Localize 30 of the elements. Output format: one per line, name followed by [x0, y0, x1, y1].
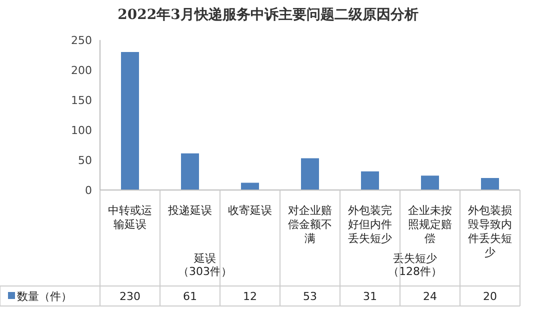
- bar: [361, 171, 379, 190]
- y-tick-label: 100: [71, 124, 92, 137]
- bar: [301, 158, 319, 190]
- x-tick-label: 对企业赔偿金额不满: [288, 204, 332, 245]
- data-label: 20: [483, 290, 497, 303]
- y-tick-label: 0: [85, 184, 92, 197]
- data-label: 24: [423, 290, 437, 303]
- bar: [241, 182, 259, 190]
- x-tick-label: 外包装损毁导致内件丢失短少: [468, 204, 512, 259]
- y-tick-label: 150: [71, 94, 92, 107]
- x-tick-label: 收寄延误: [228, 204, 272, 217]
- bar: [421, 176, 439, 190]
- y-tick-label: 250: [71, 34, 92, 47]
- x-tick-label: 外包装完好但内件丢失短少: [348, 204, 392, 245]
- y-tick-label: 200: [71, 64, 92, 77]
- data-label: 31: [363, 290, 377, 303]
- bar: [481, 178, 499, 190]
- data-label: 61: [183, 290, 197, 303]
- data-label: 53: [303, 290, 317, 303]
- y-tick-label: 50: [78, 154, 92, 167]
- x-tick-label: 投递延误: [167, 204, 212, 217]
- bar: [121, 52, 139, 190]
- bar: [181, 153, 199, 190]
- x-tick-label: 中转或运输延误: [108, 204, 152, 231]
- legend-label: 数量（件）: [17, 290, 72, 303]
- data-label: 12: [243, 290, 257, 303]
- text: 延误（303件）: [178, 252, 232, 278]
- data-label: 230: [120, 290, 140, 303]
- chart-title: 2022年3月快递服务中诉主要问题二级原因分析: [116, 6, 420, 24]
- x-tick-label: 企业未按照规定赔偿: [408, 204, 452, 245]
